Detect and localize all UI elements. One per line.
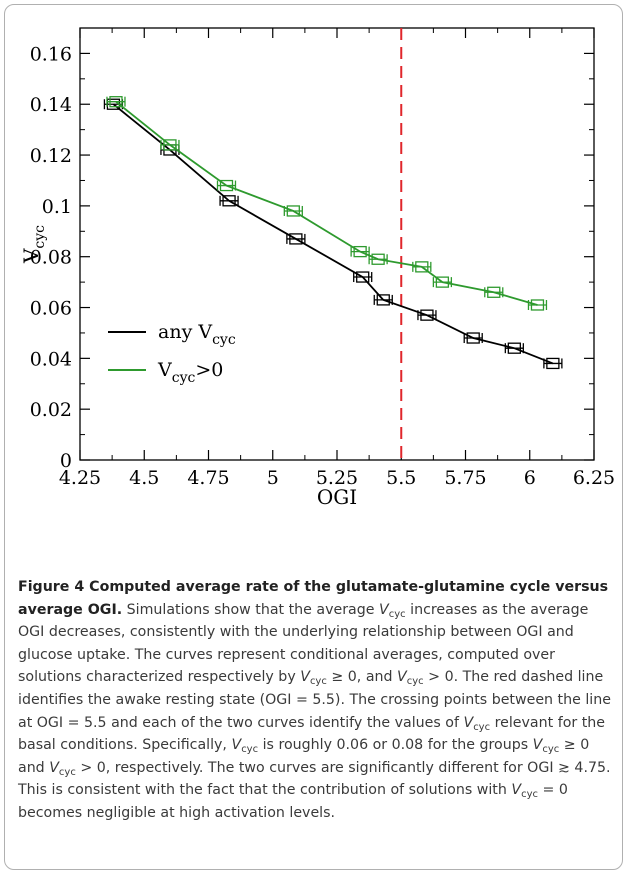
vcyc-symbol: V xyxy=(378,601,389,618)
data-point xyxy=(484,286,504,298)
data-point xyxy=(373,294,393,306)
data-point xyxy=(463,332,483,344)
y-tick-label: 0 xyxy=(60,450,72,472)
figure-frame xyxy=(4,4,623,870)
data-point xyxy=(412,261,432,273)
y-tick-label: 0.14 xyxy=(30,94,72,116)
x-tick-label: 5 xyxy=(267,467,279,489)
y-tick-label: 0.08 xyxy=(30,247,72,269)
x-tick-label: 6.25 xyxy=(573,467,615,489)
data-point xyxy=(216,179,237,192)
y-axis-title: Vcyc xyxy=(19,225,48,264)
data-point xyxy=(432,276,453,288)
x-axis-title: OGI xyxy=(317,485,357,509)
y-tick-label: 0.06 xyxy=(30,298,72,320)
x-tick-label: 4.25 xyxy=(59,467,101,489)
plot-frame xyxy=(79,27,595,461)
data-point xyxy=(106,96,126,108)
y-tick-label: 0.12 xyxy=(30,145,72,167)
x-tick-label: 5.25 xyxy=(316,467,358,489)
y-tick-label: 0.16 xyxy=(30,43,72,65)
legend-label-vcyc-positive: Vcyc>0 xyxy=(157,359,223,386)
data-point xyxy=(353,271,373,283)
data-point xyxy=(160,139,180,151)
x-tick-label: 5.5 xyxy=(386,467,416,489)
series-line-1 xyxy=(112,103,554,365)
data-point xyxy=(350,245,370,258)
x-tick-label: 6 xyxy=(524,467,536,489)
data-point xyxy=(368,253,388,265)
data-point xyxy=(504,342,524,354)
x-tick-label: 5.75 xyxy=(444,467,486,489)
figure-caption: Figure 4 Computed average rate of the gl… xyxy=(18,579,611,821)
data-point xyxy=(219,195,239,207)
data-point xyxy=(286,233,306,245)
caption-lead: Figure 4 Computed average rate of the gl… xyxy=(18,579,609,618)
chart: 4.25 4.5 4.75 5 5.25 5.5 5.75 6 6.25 0 0.02 0.04 0.0… xyxy=(19,27,615,509)
data-point xyxy=(283,205,303,217)
x-tick-label: 4.75 xyxy=(187,467,229,489)
y-tick-label: 0.1 xyxy=(42,196,72,218)
y-tick-label: 0.02 xyxy=(30,399,72,421)
legend-label-any-vcyc: any Vcyc xyxy=(158,321,236,348)
data-point xyxy=(527,299,548,311)
x-tick-label: 4.5 xyxy=(129,467,159,489)
data-point xyxy=(543,357,563,370)
data-point xyxy=(417,309,437,321)
y-tick-label: 0.04 xyxy=(30,348,72,370)
series-line-2 xyxy=(115,100,538,306)
